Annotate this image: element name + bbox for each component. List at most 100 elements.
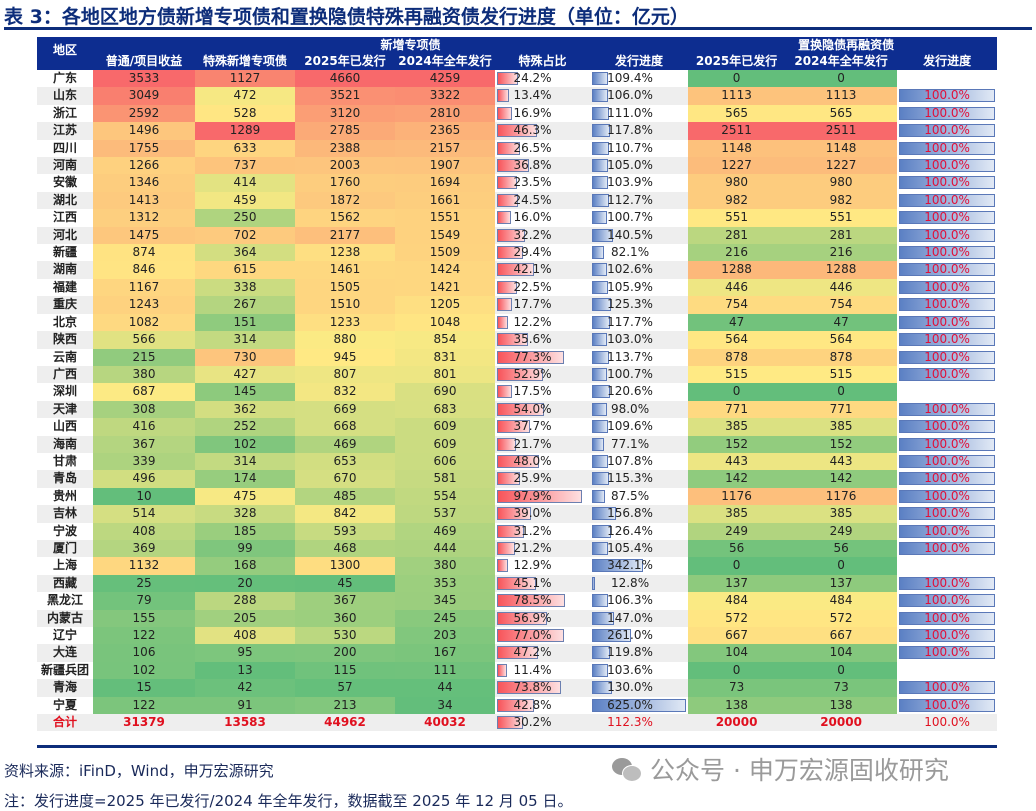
ordinary-cell: 10 bbox=[93, 487, 195, 506]
progress-bar bbox=[592, 663, 608, 677]
special-ratio-bar bbox=[497, 472, 520, 486]
full-2024-cell: 554 bbox=[395, 487, 495, 506]
ordinary-cell: 1413 bbox=[93, 191, 195, 210]
refi-progress-value: 100.0% bbox=[924, 523, 970, 538]
progress-value: 113.7% bbox=[607, 349, 653, 364]
special-ratio-cell: 73.8% bbox=[495, 679, 590, 697]
refi-issued-2025-cell: 0 bbox=[688, 383, 786, 401]
refi-progress-value: 100.0% bbox=[924, 332, 970, 347]
special-ratio-bar bbox=[497, 263, 534, 277]
special-ratio-value: 77.3% bbox=[513, 349, 552, 364]
special-ratio-bar bbox=[497, 576, 537, 590]
refi-progress-value: 100.0% bbox=[924, 88, 970, 103]
refi-progress-cell: 100.0% bbox=[897, 174, 998, 192]
region-cell: 云南 bbox=[37, 348, 93, 366]
refi-full-2024-cell: 551 bbox=[785, 209, 898, 227]
header-region: 地区 bbox=[37, 37, 93, 70]
refi-progress-bar bbox=[899, 629, 996, 642]
refi-full-2024-cell: 152 bbox=[785, 435, 898, 453]
special-new-cell: 338 bbox=[195, 278, 295, 297]
refi-progress-cell: 100.0% bbox=[897, 418, 998, 436]
issued-2025-cell: 1872 bbox=[295, 191, 395, 210]
ordinary-cell: 566 bbox=[93, 331, 195, 349]
region-cell: 四川 bbox=[37, 139, 93, 158]
refi-issued-2025-cell: 551 bbox=[688, 209, 786, 227]
table-row: 辽宁 122 408 530 203 77.0% 261.0% 667 667 100.0% bbox=[37, 627, 998, 645]
special-ratio-value: 35.6% bbox=[513, 332, 552, 347]
progress-cell: 102.6% bbox=[590, 261, 689, 279]
refi-issued-2025-cell: 281 bbox=[688, 226, 786, 245]
special-ratio-cell: 52.9% bbox=[495, 365, 590, 384]
refi-progress-value: 100.0% bbox=[924, 645, 970, 660]
special-ratio-value: 32.2% bbox=[513, 227, 552, 242]
special-new-cell: 13 bbox=[195, 661, 295, 680]
special-ratio-cell: 32.2% bbox=[495, 226, 590, 245]
refi-progress-cell: 100.0% bbox=[897, 244, 998, 262]
refi-progress-bar bbox=[899, 176, 996, 190]
table-row: 四川 1755 633 2388 2157 26.5% 110.7% 1148 1148 100.… bbox=[37, 139, 998, 158]
special-ratio-bar bbox=[497, 437, 516, 451]
refi-issued-2025-cell: 564 bbox=[688, 331, 786, 349]
progress-value: 106.3% bbox=[607, 593, 653, 608]
progress-bar bbox=[592, 559, 644, 573]
refi-progress-bar bbox=[899, 402, 996, 416]
region-cell: 湖南 bbox=[37, 261, 93, 279]
progress-bar bbox=[592, 298, 611, 312]
progress-bar bbox=[592, 350, 610, 364]
progress-bar bbox=[592, 472, 610, 486]
table-row: 陕西 566 314 880 854 35.6% 103.0% 564 564 100.0% bbox=[37, 331, 998, 349]
progress-cell: 103.6% bbox=[590, 661, 689, 680]
special-new-cell: 475 bbox=[195, 487, 295, 506]
refi-progress-bar bbox=[899, 472, 996, 486]
ordinary-cell: 122 bbox=[93, 627, 195, 645]
progress-cell: 100.7% bbox=[590, 209, 689, 227]
issued-2025-cell: 1233 bbox=[295, 313, 395, 332]
special-new-cell: 528 bbox=[195, 104, 295, 123]
progress-cell: 106.3% bbox=[590, 592, 689, 610]
special-ratio-cell: 11.4% bbox=[495, 661, 590, 680]
issued-2025-cell: 880 bbox=[295, 331, 395, 349]
ordinary-cell: 416 bbox=[93, 418, 195, 436]
issued-2025-cell: 2177 bbox=[295, 226, 395, 245]
progress-value: 87.5% bbox=[610, 488, 650, 503]
full-2024-cell: 1551 bbox=[395, 209, 495, 227]
progress-cell: 77.1% bbox=[590, 435, 689, 453]
refi-progress-cell: 100.0% bbox=[897, 296, 998, 314]
ordinary-cell: 1082 bbox=[93, 313, 195, 332]
special-ratio-cell: 17.5% bbox=[495, 383, 590, 401]
progress-cell: 117.7% bbox=[590, 313, 689, 332]
region-cell: 天津 bbox=[37, 400, 93, 419]
issued-2025-cell: 842 bbox=[295, 505, 395, 523]
refi-progress-bar bbox=[899, 541, 996, 555]
refi-progress-bar bbox=[899, 228, 996, 242]
refi-progress-cell: 100.0% bbox=[897, 679, 998, 697]
refi-progress-value: 100.0% bbox=[924, 628, 970, 642]
special-ratio-bar bbox=[497, 541, 516, 555]
ordinary-cell: 1312 bbox=[93, 209, 195, 227]
special-ratio-bar bbox=[497, 124, 538, 138]
progress-bar bbox=[592, 159, 608, 173]
issuance-table: 地区 新增专项债 置换隐债再融资债 普通/项目收益 特殊新增专项债 2025年已发行… bbox=[37, 37, 998, 732]
ordinary-cell: 2592 bbox=[93, 104, 195, 123]
special-ratio-cell: 97.9% bbox=[495, 487, 590, 506]
refi-full-2024-cell: 216 bbox=[785, 244, 898, 262]
refi-progress-cell: 100.0% bbox=[897, 487, 998, 506]
progress-bar bbox=[592, 385, 611, 399]
refi-issued-2025-cell: 754 bbox=[688, 296, 786, 314]
special-ratio-value: 13.4% bbox=[513, 88, 552, 103]
refi-progress-bar bbox=[899, 159, 996, 173]
refi-issued-2025-cell: 104 bbox=[688, 644, 786, 662]
refi-progress-cell bbox=[897, 70, 998, 88]
refi-progress-value: 100.0% bbox=[924, 210, 970, 225]
refi-progress-value: 100.0% bbox=[924, 123, 970, 138]
region-cell: 河南 bbox=[37, 157, 93, 175]
refi-progress-bar bbox=[899, 437, 996, 451]
special-ratio-bar bbox=[497, 246, 523, 260]
special-ratio-value: 29.4% bbox=[513, 245, 552, 260]
progress-cell: 261.0% bbox=[590, 627, 689, 645]
refi-full-2024-cell: 142 bbox=[785, 470, 898, 488]
progress-cell: 115.3% bbox=[590, 470, 689, 488]
special-new-cell: 633 bbox=[195, 139, 295, 158]
header-full-2024: 2024年全年发行 bbox=[395, 53, 495, 70]
table-row: 内蒙古 155 205 360 245 56.9% 147.0% 572 572 100.0% bbox=[37, 609, 998, 627]
